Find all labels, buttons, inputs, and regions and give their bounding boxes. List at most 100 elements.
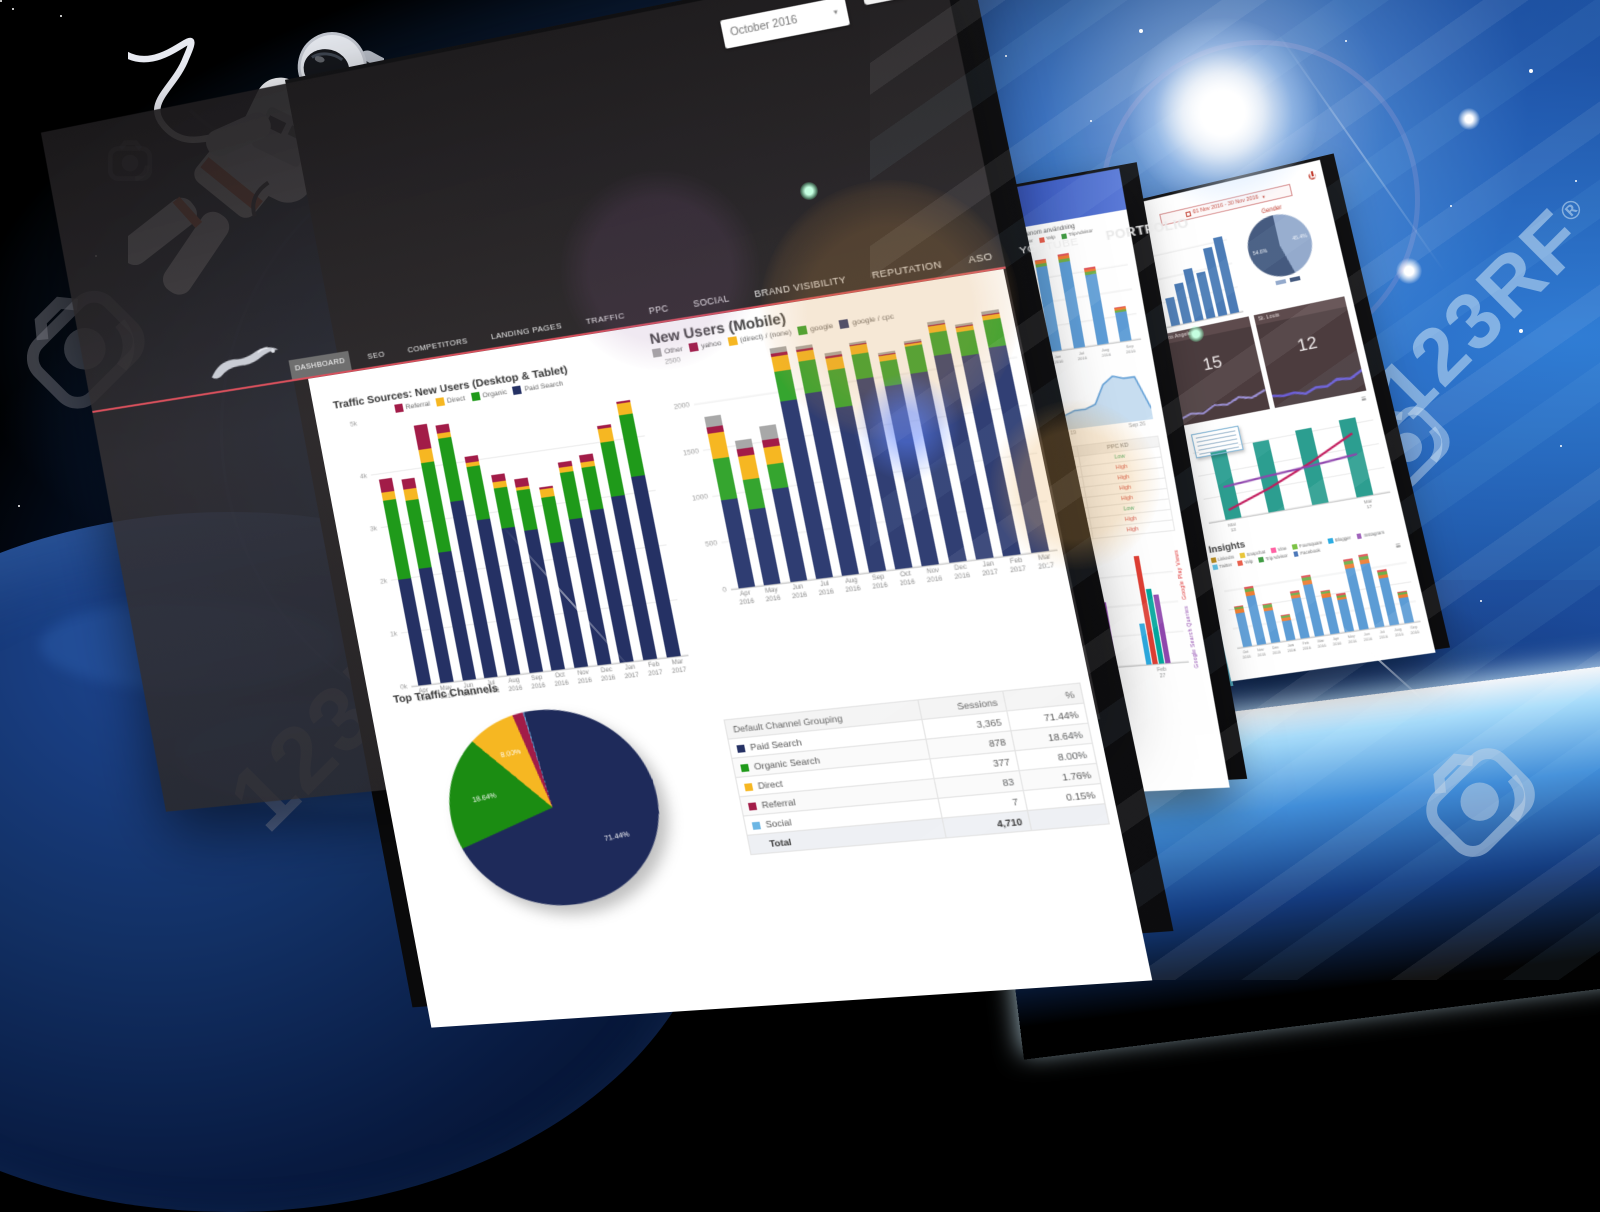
secondary-dashboard-body: motorer, sociala medier och genom använd… — [934, 168, 1230, 797]
bar-segment — [1358, 558, 1370, 565]
axis-label-red: Google Play Views — [1172, 549, 1189, 601]
chevron-down-icon: ▼ — [831, 8, 840, 17]
legend-item: google — [797, 321, 834, 336]
bar-segment — [1320, 590, 1331, 595]
bar-segment — [927, 319, 946, 326]
bar-segment — [737, 446, 756, 457]
bar-segment — [1398, 596, 1415, 624]
bar-segment — [1280, 617, 1291, 622]
nav-item-aso[interactable]: ASO — [967, 250, 994, 266]
table-row: Paid Search 3,365 71.44% — [727, 703, 1089, 759]
bar-segment — [1378, 577, 1400, 626]
bar-segment — [1280, 615, 1291, 619]
bar-segment — [1291, 597, 1310, 639]
x-tick-label: Feb 27 — [1156, 665, 1167, 680]
bar-segment — [1290, 594, 1301, 600]
bar-segment — [851, 352, 874, 380]
x-tick-label: Mar 2017 — [1037, 554, 1055, 571]
bar-segment — [980, 309, 999, 316]
mobile-chart-block: New Users (Mobile) Other yahoo (direct) / … — [648, 276, 1072, 660]
x-tick-label: Feb 2017 — [1009, 557, 1027, 575]
bar-segment — [1235, 611, 1252, 648]
refresh-power-button[interactable] — [859, 0, 906, 6]
bar-segment — [1234, 608, 1245, 614]
bar-segment — [1320, 593, 1331, 598]
chart-title: Top Traffic Channels — [392, 682, 500, 706]
bar — [1338, 417, 1373, 498]
table-row: Social 7 0.15% — [743, 783, 1106, 836]
bar — [927, 319, 994, 560]
bar-segment — [1263, 606, 1274, 612]
bar — [1254, 566, 1281, 644]
gender-pie: 45.4% 54.6% — [1241, 208, 1319, 283]
x-tick-label: Dec 2015 — [1271, 645, 1282, 655]
nav-item-dashboard[interactable]: DASHBOARD — [288, 350, 352, 380]
bar-segment — [1084, 273, 1109, 346]
bar-segment — [1262, 602, 1273, 606]
x-tick-label: Jun 2016 — [791, 583, 808, 600]
channel-color-swatch — [743, 782, 754, 791]
bar — [1182, 267, 1204, 322]
sessions-area-chart: Sep 12Sep 19Sep 26 — [975, 361, 1155, 449]
bar-segment — [1115, 311, 1132, 342]
bar — [1145, 588, 1165, 664]
bar-segment — [1321, 596, 1340, 635]
x-tick-label: Sep 26 — [1128, 421, 1147, 430]
main-dashboard-screen: October 2016 ▼ DASHBOARD SEO COMPETITORS LA… — [40, 0, 1190, 1028]
bright-star — [1458, 108, 1480, 130]
bar — [900, 324, 967, 563]
power-icon[interactable] — [1307, 171, 1317, 181]
pie-slice-label: 71.44% — [603, 830, 631, 843]
bar — [1139, 623, 1152, 665]
bar-segment — [1244, 587, 1255, 593]
bar-segment — [903, 339, 922, 344]
bar — [954, 316, 1022, 557]
bar-segment — [1359, 562, 1385, 628]
city-panel: St. Louis 12 — [1253, 296, 1367, 409]
bar-segment — [1357, 553, 1368, 558]
bar-segment — [929, 330, 952, 357]
bar-segment — [1083, 268, 1096, 273]
table-header-cell: Sessions — [917, 691, 1007, 720]
x-tick-label: Jul 2016 — [1077, 350, 1088, 362]
channel-color-swatch — [740, 763, 750, 772]
bar-segment — [1336, 592, 1346, 596]
x-tick-label: Jan 2017 — [981, 560, 999, 578]
bar — [1294, 428, 1329, 505]
x-tick-label — [1299, 502, 1347, 522]
bar — [1298, 559, 1325, 637]
x-tick-label: Jun 2016 — [1363, 631, 1373, 642]
x-tick-label: Dec 2016 — [953, 564, 971, 581]
x-tick-label: Apr 2016 — [1332, 636, 1342, 647]
bar-segment — [597, 427, 614, 443]
chart-menu-icon[interactable]: ≡ — [1360, 394, 1368, 405]
bar — [1372, 547, 1400, 626]
bar-segment — [1290, 591, 1300, 596]
gender-legend — [1275, 275, 1301, 286]
period-dropdown[interactable]: October 2016 ▼ — [719, 0, 851, 49]
bar — [1226, 571, 1252, 648]
bar-segment — [1264, 610, 1281, 644]
bar-segment — [1377, 571, 1388, 576]
nav-item-ppc[interactable]: PPC — [648, 303, 670, 317]
bar-segment — [1344, 563, 1355, 569]
bar-segment — [1289, 589, 1300, 594]
x-tick-label: Sep 2016 — [1125, 343, 1136, 355]
stars — [0, 0, 2, 2]
chart-menu-icon[interactable]: ≡ — [1394, 540, 1402, 552]
bar-segment — [1343, 559, 1354, 565]
bar-segment — [904, 341, 922, 348]
x-tick-label: Aug 2016 — [1101, 346, 1112, 359]
bar-segment — [1336, 596, 1347, 601]
x-tick-label: Mar 2016 — [1317, 638, 1327, 649]
bar-segment — [1058, 261, 1086, 349]
bar-segment — [1058, 257, 1071, 264]
nav-item-seo[interactable]: SEO — [366, 349, 386, 362]
x-tick-label: Nov 2015 — [1256, 647, 1267, 658]
bar — [1283, 562, 1310, 639]
bar — [1327, 554, 1355, 633]
x-tick-label: Oct 2015 — [1242, 649, 1252, 660]
table-row: Organic Search 878 18.64% — [731, 723, 1093, 778]
bar — [1133, 555, 1158, 664]
bar-segment — [1345, 567, 1370, 631]
